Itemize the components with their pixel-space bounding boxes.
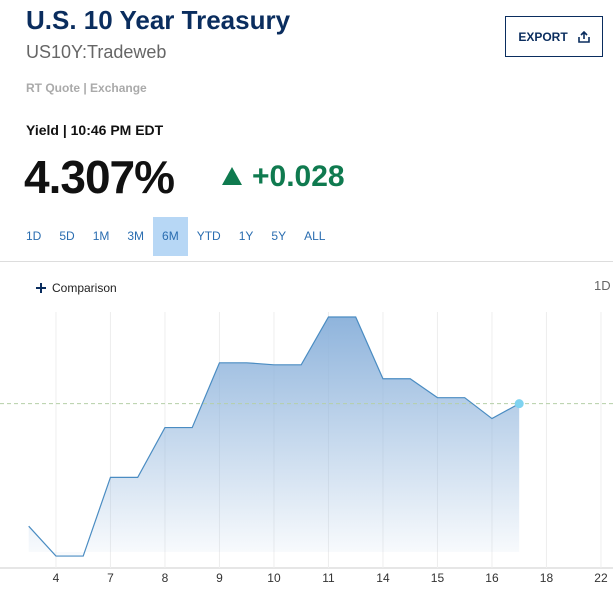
x-tick-label: 15 [431, 571, 445, 585]
range-tab[interactable]: ALL [304, 229, 326, 243]
x-tick-label: 14 [376, 571, 390, 585]
last-point [514, 399, 524, 409]
x-tick-label: 16 [485, 571, 499, 585]
symbol: US10Y:Tradeweb [26, 42, 167, 62]
export-icon [577, 30, 590, 43]
comparison-label: Comparison [52, 281, 117, 295]
line [28, 316, 520, 557]
quote-label: Yield | 10:46 PM EDT [26, 122, 164, 138]
export-label: EXPORT [518, 29, 568, 44]
title: U.S. 10 Year Treasury [26, 5, 291, 35]
export-button[interactable]: EXPORT [505, 16, 603, 57]
source: RT Quote | Exchange [26, 81, 147, 95]
range-tab[interactable]: 6M [153, 217, 188, 256]
range-tab[interactable]: 1D [26, 229, 42, 243]
divider [0, 261, 613, 262]
change: +0.028 [252, 160, 345, 193]
x-tick-label: 18 [540, 571, 554, 585]
range-tabs: 1D 5D 1M 3M 6M YTD 1Y 5Y ALL [26, 217, 334, 256]
range-tab[interactable]: 3M [127, 229, 145, 243]
x-tick-label: 4 [53, 571, 60, 585]
comparison-button[interactable]: Comparison [36, 281, 117, 295]
x-tick-label: 7 [107, 571, 114, 585]
range-tab[interactable]: 5D [59, 229, 75, 243]
range-tab[interactable]: YTD [196, 229, 221, 243]
range-tab[interactable]: 1Y [238, 229, 254, 243]
plus-icon [36, 283, 46, 293]
chart-range: 1D [594, 278, 611, 293]
range-tab[interactable]: 1M [92, 229, 110, 243]
x-tick-label: 22 [594, 571, 608, 585]
price: 4.307% [24, 151, 175, 203]
up-arrow [222, 167, 242, 185]
area [28, 316, 520, 557]
x-tick-label: 10 [267, 571, 281, 585]
x-tick-label: 11 [322, 571, 335, 585]
x-tick-label: 9 [216, 571, 223, 585]
x-tick-label: 8 [162, 571, 169, 585]
range-tab[interactable]: 5Y [271, 229, 287, 243]
